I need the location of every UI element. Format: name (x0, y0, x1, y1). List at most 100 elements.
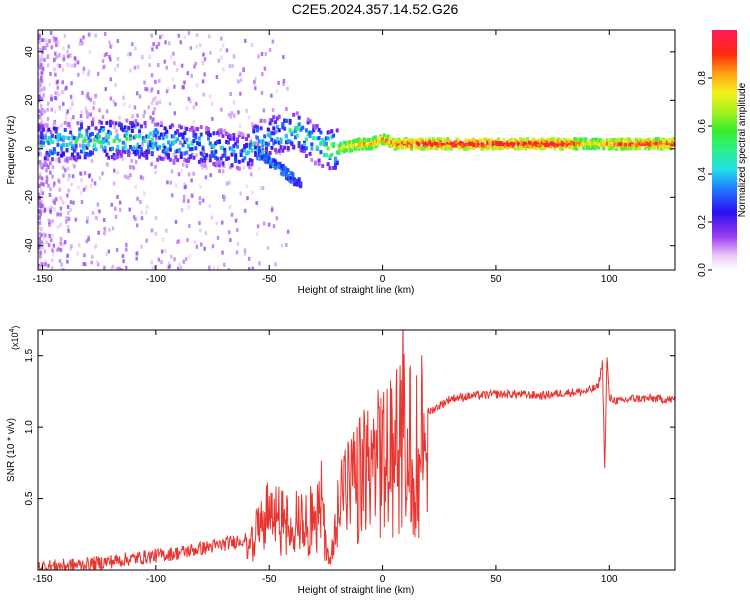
heatmap-noise-cell (185, 106, 189, 111)
heatmap-noise-cell (208, 203, 211, 208)
heatmap-noise-cell (150, 87, 154, 92)
heatmap-noise-cell (67, 44, 71, 49)
heatmap-cell (489, 138, 493, 143)
heatmap-cell (602, 146, 606, 151)
heatmap-cell (518, 145, 522, 150)
heatmap-cell (618, 142, 622, 147)
heatmap-cell (148, 142, 152, 147)
heatmap-cell (379, 136, 383, 141)
heatmap-cell (491, 140, 495, 145)
heatmap-noise-cell (47, 263, 50, 268)
heatmap-cell (571, 141, 575, 146)
heatmap-cell (634, 137, 638, 142)
heatmap-cell (662, 139, 666, 144)
heatmap-cell (466, 138, 470, 143)
heatmap-cell (239, 153, 243, 158)
heatmap-noise-cell (274, 129, 278, 134)
heatmap-cell (110, 155, 114, 160)
heatmap-cell (622, 146, 626, 151)
heatmap-cell (248, 145, 252, 150)
heatmap-noise-cell (237, 110, 240, 115)
heatmap-noise-cell (95, 260, 99, 265)
heatmap-cell (259, 149, 263, 154)
heatmap-noise-cell (62, 101, 65, 106)
heatmap-cell (381, 140, 385, 145)
heatmap-cell (580, 137, 584, 142)
heatmap-noise-cell (112, 168, 116, 173)
heatmap-noise-cell (71, 163, 75, 168)
heatmap-noise-cell (134, 46, 137, 51)
heatmap-noise-cell (275, 89, 279, 94)
heatmap-noise-cell (52, 123, 55, 128)
heatmap-cell (475, 139, 479, 144)
heatmap-noise-cell (195, 101, 198, 106)
heatmap-cell (357, 141, 361, 146)
heatmap-cell (216, 131, 220, 136)
heatmap-noise-cell (225, 181, 229, 186)
heatmap-cell (201, 146, 205, 151)
heatmap-noise-cell (38, 245, 41, 250)
heatmap-noise-cell (243, 251, 247, 256)
heatmap-noise-cell (66, 49, 69, 54)
heatmap-y-tick-label: 20 (24, 94, 35, 106)
heatmap-cell (390, 140, 394, 145)
heatmap-noise-cell (114, 83, 117, 88)
heatmap-noise-cell (174, 219, 178, 224)
heatmap-cell (337, 150, 341, 155)
heatmap-cell (255, 128, 259, 133)
heatmap-noise-cell (229, 92, 232, 97)
heatmap-noise-cell (201, 79, 205, 84)
heatmap-cell (589, 139, 593, 144)
heatmap-cell (185, 150, 189, 155)
heatmap-cell (576, 138, 580, 143)
heatmap-cell (451, 143, 455, 148)
heatmap-cell (235, 139, 239, 144)
heatmap-noise-cell (55, 80, 59, 85)
heatmap-cell (47, 152, 51, 157)
heatmap-noise-cell (259, 186, 262, 191)
heatmap-cell (333, 162, 337, 167)
heatmap-noise-cell (154, 96, 157, 101)
heatmap-cell (214, 155, 218, 160)
heatmap-noise-cell (76, 60, 80, 65)
heatmap-noise-cell (40, 266, 43, 270)
heatmap-cell (268, 118, 272, 123)
heatmap-cell (424, 141, 428, 146)
heatmap-noise-cell (221, 250, 224, 255)
heatmap-noise-cell (112, 99, 115, 104)
heatmap-cell (219, 145, 223, 150)
heatmap-noise-cell (61, 80, 64, 85)
heatmap-cell (531, 143, 535, 148)
heatmap-cell (262, 157, 266, 162)
heatmap-noise-cell (145, 210, 148, 215)
heatmap-cell (444, 146, 448, 151)
heatmap-noise-cell (116, 194, 119, 199)
heatmap-cell (540, 146, 544, 151)
heatmap-noise-cell (271, 121, 275, 126)
heatmap-cell (522, 137, 526, 142)
heatmap-cell (564, 141, 568, 146)
heatmap-noise-cell (60, 198, 63, 203)
heatmap-noise-cell (138, 94, 142, 99)
heatmap-noise-cell (242, 165, 246, 170)
heatmap-cell (121, 128, 125, 133)
heatmap-cell (422, 146, 426, 151)
heatmap-noise-cell (129, 68, 132, 73)
heatmap-cell (112, 156, 116, 161)
heatmap-noise-cell (198, 201, 202, 206)
heatmap-cell (564, 139, 568, 144)
heatmap-noise-cell (67, 211, 70, 216)
heatmap-noise-cell (267, 222, 271, 227)
heatmap-noise-cell (41, 109, 44, 114)
heatmap-cell (105, 120, 109, 125)
heatmap-cell (649, 141, 653, 146)
heatmap-cell (315, 124, 319, 129)
heatmap-cell (257, 139, 261, 144)
heatmap-cell (277, 148, 281, 153)
heatmap-noise-cell (66, 253, 69, 258)
heatmap-cell (428, 137, 432, 142)
heatmap-noise-cell (270, 93, 273, 98)
heatmap-cell (225, 156, 229, 161)
heatmap-noise-cell (246, 196, 249, 201)
heatmap-cell (280, 164, 284, 169)
